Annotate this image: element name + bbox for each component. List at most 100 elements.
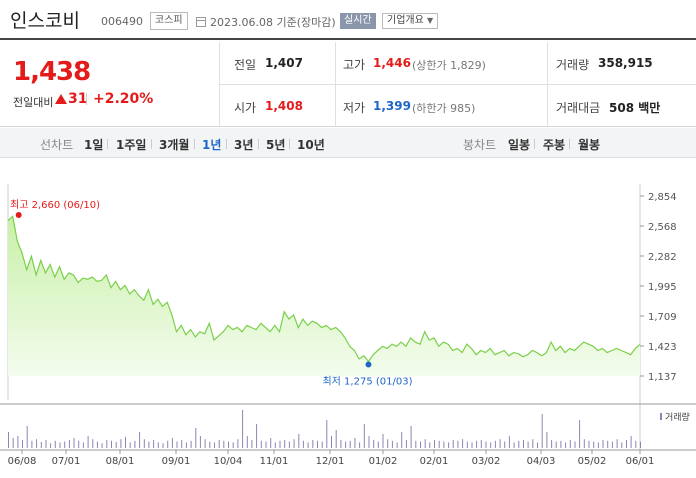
volume-bar bbox=[611, 441, 613, 448]
volume-bar bbox=[68, 440, 70, 448]
tab-1w[interactable]: 1주일 bbox=[116, 138, 147, 152]
divider bbox=[194, 139, 195, 149]
y-tick-label: 1,995 bbox=[648, 282, 677, 293]
volume-bar bbox=[387, 439, 389, 448]
volume-bar bbox=[190, 440, 192, 448]
volume-bar bbox=[626, 440, 627, 448]
realtime-button[interactable]: 실시간 bbox=[340, 13, 376, 29]
volume-bar bbox=[640, 441, 641, 448]
volume-bar bbox=[101, 443, 103, 448]
volume-bar bbox=[92, 439, 94, 448]
divider bbox=[534, 139, 535, 149]
volume-bar bbox=[12, 438, 14, 448]
volume-bar bbox=[354, 438, 356, 448]
price-change: 31 bbox=[68, 91, 88, 107]
volume-bar bbox=[232, 442, 234, 448]
x-tick-label: 10/04 bbox=[214, 456, 243, 467]
volume-bar bbox=[551, 440, 553, 448]
volume-bar bbox=[195, 428, 197, 448]
up-arrow-icon bbox=[55, 94, 67, 104]
company-overview-dropdown[interactable]: 기업개요 ▼ bbox=[382, 13, 439, 29]
volume-bar bbox=[223, 440, 225, 448]
volume-bar bbox=[148, 441, 150, 448]
amount-value: 508 백만 bbox=[609, 101, 661, 115]
volume-bar bbox=[476, 440, 478, 448]
volume-bar bbox=[125, 436, 126, 448]
divider bbox=[258, 139, 259, 149]
volume-bar bbox=[462, 439, 464, 448]
y-tick-label: 1,709 bbox=[648, 312, 677, 323]
volume-bar bbox=[185, 442, 187, 448]
x-tick-label: 01/02 bbox=[369, 456, 398, 467]
volume-bar bbox=[597, 442, 599, 448]
volume-bar bbox=[22, 440, 23, 448]
current-price: 1,438 bbox=[13, 57, 91, 87]
volume-bar bbox=[420, 441, 421, 448]
volume-bar bbox=[579, 420, 581, 448]
max-price-marker bbox=[15, 212, 22, 218]
volume-bar bbox=[635, 440, 637, 448]
tab-monthly[interactable]: 월봉 bbox=[578, 138, 601, 152]
volume-bar bbox=[335, 430, 337, 448]
upper-limit: (상한가 1,829) bbox=[412, 59, 486, 72]
volume-bar bbox=[373, 440, 375, 448]
volume-bar bbox=[508, 436, 510, 448]
volume-bar bbox=[630, 436, 632, 448]
volume-bar bbox=[391, 440, 393, 448]
volume-bar bbox=[265, 441, 267, 448]
volume-bar bbox=[78, 440, 80, 448]
volume-legend-label: 거래량 bbox=[665, 411, 690, 423]
volume-bar bbox=[457, 440, 459, 448]
volume-bar bbox=[307, 442, 309, 448]
volume-bar bbox=[242, 410, 244, 448]
volume-bar bbox=[256, 424, 258, 448]
volume-bar bbox=[134, 440, 136, 448]
tab-3m[interactable]: 3개월 bbox=[159, 138, 190, 152]
divider bbox=[107, 139, 108, 149]
x-tick-label: 08/01 bbox=[106, 456, 135, 467]
tab-10y[interactable]: 10년 bbox=[297, 138, 325, 152]
volume-bar bbox=[317, 440, 318, 448]
volume-bar bbox=[480, 440, 482, 448]
x-tick-label: 03/02 bbox=[472, 456, 501, 467]
price-line bbox=[7, 215, 641, 363]
volume-bar bbox=[485, 441, 487, 448]
tab-daily[interactable]: 일봉 bbox=[508, 138, 531, 152]
prev-compare-label: 전일대비 bbox=[13, 96, 54, 109]
divider bbox=[86, 93, 87, 105]
tab-1d[interactable]: 1일 bbox=[84, 138, 104, 152]
x-tick-label: 07/01 bbox=[52, 456, 81, 467]
volume-bar bbox=[429, 442, 431, 448]
volume-value: 358,915 bbox=[598, 56, 653, 70]
volume-bar bbox=[410, 426, 412, 448]
candle-chart-label: 봉차트 bbox=[463, 138, 497, 152]
divider bbox=[335, 42, 336, 127]
lower-limit: (하한가 985) bbox=[412, 102, 476, 115]
volume-bar bbox=[228, 441, 229, 448]
tab-weekly[interactable]: 주봉 bbox=[543, 138, 566, 152]
volume-bar bbox=[204, 439, 206, 448]
x-tick-label: 04/03 bbox=[527, 456, 556, 467]
change-rate: +2.20% bbox=[93, 91, 154, 107]
volume-bar bbox=[96, 441, 98, 448]
volume-bar bbox=[607, 440, 609, 448]
stock-name: 인스코비 bbox=[10, 10, 80, 32]
tab-5y[interactable]: 5년 bbox=[266, 138, 286, 152]
volume-bar bbox=[176, 441, 178, 448]
x-tick-label: 06/01 bbox=[626, 456, 655, 467]
tab-3y[interactable]: 3년 bbox=[234, 138, 254, 152]
volume-bar bbox=[246, 436, 248, 448]
volume-bar bbox=[452, 440, 454, 448]
volume-bar bbox=[26, 426, 28, 448]
open-label: 시가 bbox=[234, 101, 257, 115]
volume-bar bbox=[424, 439, 426, 448]
volume-bar bbox=[504, 441, 506, 448]
volume-bar bbox=[59, 442, 61, 448]
quote-panel: 1,438 전일대비 31 +2.20% 전일 1,407 고가 1,446 (… bbox=[0, 42, 696, 127]
volume-bar bbox=[270, 438, 272, 448]
volume-bar bbox=[181, 440, 183, 448]
volume-bar bbox=[448, 442, 450, 448]
date-text: 2023.06.08 기준(장마감) bbox=[210, 16, 336, 29]
tab-1y[interactable]: 1년 bbox=[202, 138, 222, 152]
volume-bar bbox=[541, 414, 543, 448]
